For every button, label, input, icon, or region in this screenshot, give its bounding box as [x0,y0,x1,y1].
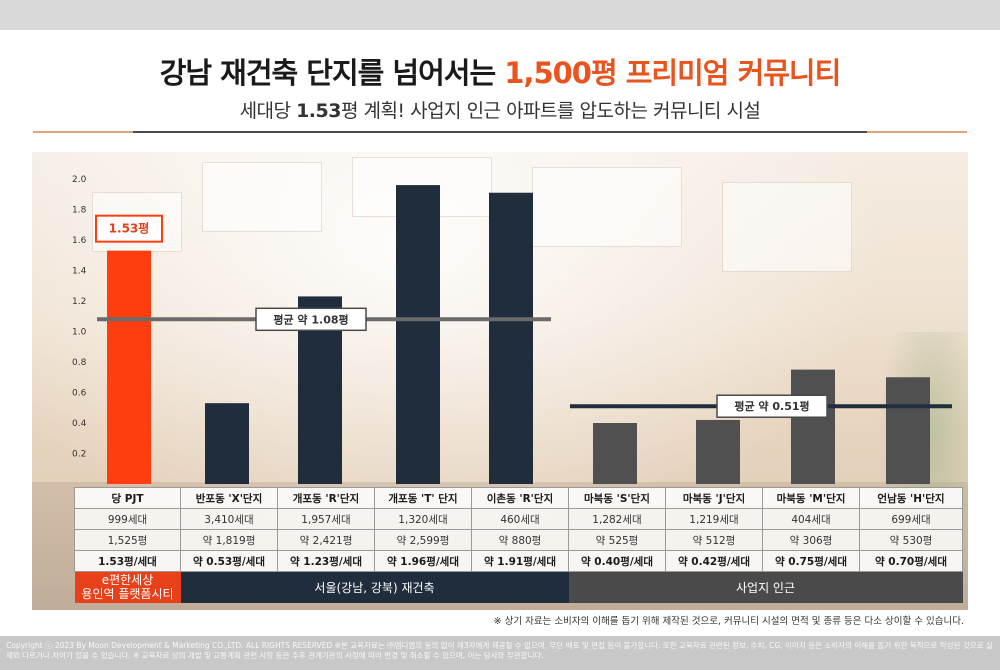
table-cell-households: 1,320세대 [374,508,472,530]
table-cell-per-household: 약 0.70평/세대 [859,550,963,572]
table-header-cell: 개포동 'T' 단지 [374,487,472,509]
table-header-cell: 당 PJT [74,487,181,509]
disclaimer-note: ※ 상기 자료는 소비자의 이해를 돕기 위해 제작된 것으로, 커뮤니티 시설… [493,616,964,627]
table-cell-per-household: 약 0.40평/세대 [568,550,666,572]
average-label: 평균 약 1.08평 [273,312,348,326]
bar [886,377,930,484]
table-cell-households: 3,410세대 [180,508,278,530]
table-header-cell: 마북동 'M'단지 [762,487,860,509]
bar [396,185,440,484]
table-cell-area: 약 525평 [568,529,666,551]
y-tick-label: 1.0 [72,328,87,338]
table-footer-row: e편한세상 용인역 플랫폼시티 서울(강남, 강북) 재건축 사업지 인근 [74,571,963,603]
table-cell-per-household: 약 1.91평/세대 [471,550,569,572]
table-cell-households: 699세대 [859,508,963,530]
ceiling-window [532,167,682,247]
table-cell-area: 약 880평 [471,529,569,551]
table-cell-per-household: 약 1.23평/세대 [277,550,375,572]
y-tick-label: 1.6 [72,236,87,246]
bar [791,369,835,484]
footer-pjt: e편한세상 용인역 플랫폼시티 [74,571,181,603]
copyright-footer: Copyright ⓒ 2023 By Moon Development & M… [0,636,1000,670]
table-cell-households: 999세대 [74,508,181,530]
table-cell-per-household: 1.53평/세대 [74,550,181,572]
y-tick-label: 0.2 [72,450,86,460]
table-cell-households: 1,282세대 [568,508,666,530]
top-bar [0,0,1000,30]
pjt-value-label: 1.53평 [95,214,163,243]
table-cell-area: 약 2,421평 [277,529,375,551]
footer-seoul: 서울(강남, 강북) 재건축 [180,571,569,603]
ceiling-window [202,162,322,232]
y-tick-label: 1.8 [72,206,87,216]
y-axis-ticks: 0.2 0.4 0.6 0.8 1.0 1.2 1.4 1.6 1.8 2.0 [72,175,87,460]
title-main: 강남 재건축 단지를 넘어서는 [159,56,505,90]
bar [489,192,533,484]
average-label-box [255,307,367,332]
y-tick-label: 0.4 [72,419,87,429]
table-cell-area: 약 1,819평 [180,529,278,551]
ceiling-window [722,182,852,272]
table-cell-households: 404세대 [762,508,860,530]
y-tick-label: 0.8 [72,358,87,368]
table-cell-area: 약 512평 [665,529,763,551]
y-tick-label: 1.2 [72,297,86,307]
average-label-box [716,394,828,418]
pjt-label-text: 1.53평 [109,222,150,236]
table-cell-per-household: 약 0.42평/세대 [665,550,763,572]
bar [205,403,249,484]
pjt-label-box [95,214,163,243]
table-cell-households: 1,957세대 [277,508,375,530]
table-header-cell: 언남동 'H'단지 [859,487,963,509]
comparison-table: 당 PJT 반포동 'X'단지 개포동 'R'단지 개포동 'T' 단지 이촌동 'R'… [74,487,963,603]
footer-pjt-line2: 용인역 플랫폼시티 [81,587,174,602]
footer-pjt-line1: e편한세상 [101,573,154,588]
table-cell-per-household: 약 0.53평/세대 [180,550,278,572]
bars [107,185,930,484]
table-cell-area: 1,525평 [74,529,181,551]
subtitle-bold: 1.53 [296,100,341,122]
footer-near: 사업지 인근 [568,571,963,603]
divider-middle [133,131,867,133]
table-header-row: 당 PJT 반포동 'X'단지 개포동 'R'단지 개포동 'T' 단지 이촌동 'R'… [74,487,963,509]
average-label: 평균 약 0.51평 [734,399,809,413]
page-title: 강남 재건축 단지를 넘어서는 1,500평 프리미엄 커뮤니티 [0,50,1000,92]
y-tick-label: 2.0 [72,175,87,185]
table-row-per-household: 1.53평/세대 약 0.53평/세대 약 1.23평/세대 약 1.96평/세대 약 … [74,550,963,572]
table-header-cell: 반포동 'X'단지 [180,487,278,509]
table-header-cell: 마북동 'J'단지 [665,487,763,509]
subtitle-pre: 세대당 [239,100,297,122]
bar [696,419,740,484]
table-cell-area: 약 530평 [859,529,963,551]
page-subtitle: 세대당 1.53평 계획! 사업지 인근 아파트를 압도하는 커뮤니티 시설 [0,96,1000,123]
table-row-households: 999세대 3,410세대 1,957세대 1,320세대 460세대 1,282세대 1,… [74,508,963,530]
table-cell-area: 약 2,599평 [374,529,472,551]
divider-right [867,131,967,133]
table-cell-per-household: 약 1.96평/세대 [374,550,472,572]
subtitle-post: 평 계획! 사업지 인근 아파트를 압도하는 커뮤니티 시설 [340,100,761,122]
table-header-cell: 마북동 'S'단지 [568,487,666,509]
bar [107,250,151,484]
table-cell-per-household: 약 0.75평/세대 [762,550,860,572]
table-cell-area: 약 306평 [762,529,860,551]
title-accent: 1,500평 프리미엄 커뮤니티 [504,56,841,90]
divider-left [33,131,133,133]
y-tick-label: 0.6 [72,389,87,399]
table-header-cell: 개포동 'R'단지 [277,487,375,509]
bar [593,423,637,484]
y-tick-label: 1.4 [72,267,87,277]
table-cell-households: 1,219세대 [665,508,763,530]
table-header-cell: 이촌동 'R'단지 [471,487,569,509]
table-cell-households: 460세대 [471,508,569,530]
table-row-area: 1,525평 약 1,819평 약 2,421평 약 2,599평 약 880평 약 52… [74,529,963,551]
